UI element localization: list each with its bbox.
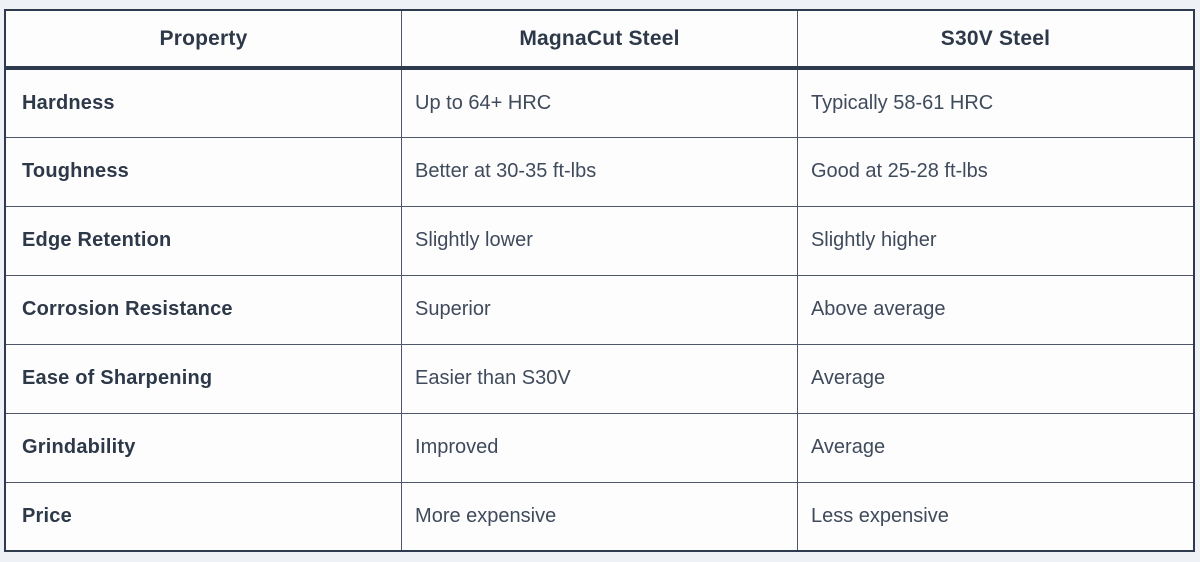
- header-row: Property MagnaCut Steel S30V Steel: [4, 9, 1195, 70]
- property-cell: Hardness: [4, 67, 403, 138]
- s30v-value-cell: Good at 25-28 ft-lbs: [796, 136, 1195, 207]
- s30v-value-cell: Typically 58-61 HRC: [796, 67, 1195, 138]
- s30v-value-cell: Above average: [796, 274, 1195, 345]
- magnacut-value-cell: Slightly lower: [401, 205, 798, 276]
- magnacut-value-cell: Superior: [401, 274, 798, 345]
- column-header-s30v-steel: S30V Steel: [796, 9, 1195, 70]
- table-row-toughness: Toughness Better at 30-35 ft-lbs Good at…: [4, 136, 1195, 207]
- table-row-hardness: Hardness Up to 64+ HRC Typically 58-61 H…: [4, 67, 1195, 138]
- property-cell: Grindability: [4, 412, 403, 483]
- property-cell: Price: [4, 481, 403, 552]
- column-header-magnacut-steel: MagnaCut Steel: [401, 9, 798, 70]
- magnacut-value-cell: Improved: [401, 412, 798, 483]
- column-header-property: Property: [4, 9, 403, 70]
- property-cell: Edge Retention: [4, 205, 403, 276]
- property-cell: Toughness: [4, 136, 403, 207]
- table-row-ease-of-sharpening: Ease of Sharpening Easier than S30V Aver…: [4, 343, 1195, 414]
- table-row-grindability: Grindability Improved Average: [4, 412, 1195, 483]
- magnacut-value-cell: Better at 30-35 ft-lbs: [401, 136, 798, 207]
- table-row-edge-retention: Edge Retention Slightly lower Slightly h…: [4, 205, 1195, 276]
- property-cell: Ease of Sharpening: [4, 343, 403, 414]
- table-row-corrosion-resistance: Corrosion Resistance Superior Above aver…: [4, 274, 1195, 345]
- steel-comparison-table: Property MagnaCut Steel S30V Steel Hardn…: [4, 9, 1195, 552]
- s30v-value-cell: Average: [796, 412, 1195, 483]
- s30v-value-cell: Average: [796, 343, 1195, 414]
- table-row-price: Price More expensive Less expensive: [4, 481, 1195, 552]
- s30v-value-cell: Less expensive: [796, 481, 1195, 552]
- magnacut-value-cell: Up to 64+ HRC: [401, 67, 798, 138]
- s30v-value-cell: Slightly higher: [796, 205, 1195, 276]
- magnacut-value-cell: More expensive: [401, 481, 798, 552]
- magnacut-value-cell: Easier than S30V: [401, 343, 798, 414]
- property-cell: Corrosion Resistance: [4, 274, 403, 345]
